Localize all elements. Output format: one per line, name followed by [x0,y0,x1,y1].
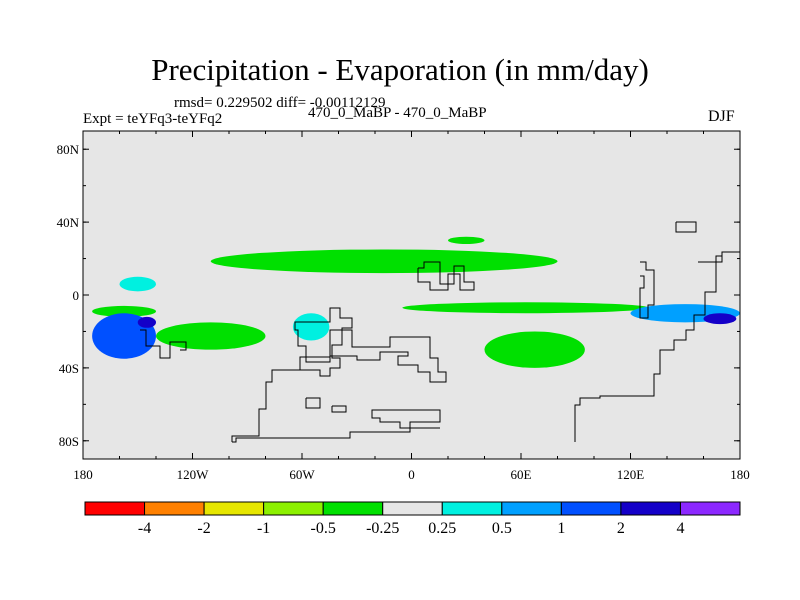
south-island-1 [305,397,321,409]
colorbar-box [322,501,384,516]
colorbar-label: 1 [557,520,565,537]
colorbar: -4 -2 -1 -0.5 -0.25 0.25 0.5 1 2 4 [84,501,741,537]
x-tick-label: 120E [617,467,645,482]
y-tick-label: 40S [59,361,79,376]
y-tick-label: 80S [59,434,79,449]
x-axis: 180 120W 60W 0 60E 120E 180 [73,131,750,482]
region-itcz-south-band [402,302,649,314]
colorbar-box [382,501,443,516]
colorbar-box [84,501,146,516]
x-tick-label: 0 [408,467,415,482]
x-tick-label: 120W [177,467,210,482]
colorbar-label: 0.25 [428,520,456,537]
colorbar-label: -0.5 [311,520,336,537]
colorbar-label: -1 [257,520,270,537]
x-tick-label: 180 [73,467,93,482]
region-south-america-moist [292,313,330,341]
region-south-pacific-patch [156,322,266,350]
atlantic-island [417,261,475,291]
colorbar-box [144,501,205,516]
region-west-pacific-core [703,313,737,325]
colorbar-box [560,501,622,516]
colorbar-box [203,501,265,516]
y-tick-label: 80N [57,142,80,157]
stats-text: rmsd= 0.229502 diff= -0.00112129 [174,95,386,111]
north-pacific-box [675,221,697,233]
colorbar-label: 2 [617,520,625,537]
contour-regions [92,236,740,368]
colorbar-label: -4 [138,520,151,537]
experiment-label: Expt = teYFq3-teYFq2 [83,111,223,127]
x-tick-label: 60E [511,467,532,482]
coastlines [140,221,740,443]
region-north-atlantic-patch [448,236,485,244]
colorbar-label: 0.5 [492,520,512,537]
antarctica-inner [232,409,441,443]
region-southwest-pacific-core [137,316,156,328]
chart-title: Precipitation - Evaporation (in mm/day) [151,52,649,87]
colorbar-label: -0.25 [366,520,399,537]
antarctic-ridge [574,251,740,442]
colorbar-box [501,501,562,516]
period-label: 470_0_MaBP - 470_0_MaBP [308,105,487,121]
west-pacific-coast [639,261,655,319]
y-axis: 80N 40N 0 40S 80S [57,142,740,449]
x-tick-label: 60W [289,467,315,482]
east-pacific-coast [698,255,722,263]
south-america-coast [140,329,187,359]
colorbar-box [620,501,681,516]
region-subtropic-north-band [210,249,558,274]
season-label: DJF [708,108,735,125]
colorbar-box [441,501,503,516]
region-south-indian-patch [484,331,585,368]
plot-background [83,131,740,459]
region-central-pacific-moist [119,276,156,292]
colorbar-label: -2 [197,520,210,537]
colorbar-label: 4 [676,520,684,537]
south-island-2 [331,405,347,413]
y-tick-label: 40N [57,215,80,230]
x-tick-label: 180 [730,467,750,482]
antarctica-coast [231,307,447,442]
region-itcz-east-pacific [92,305,156,317]
colorbar-box [263,501,324,516]
colorbar-box [679,501,741,516]
y-tick-label: 0 [73,288,80,303]
